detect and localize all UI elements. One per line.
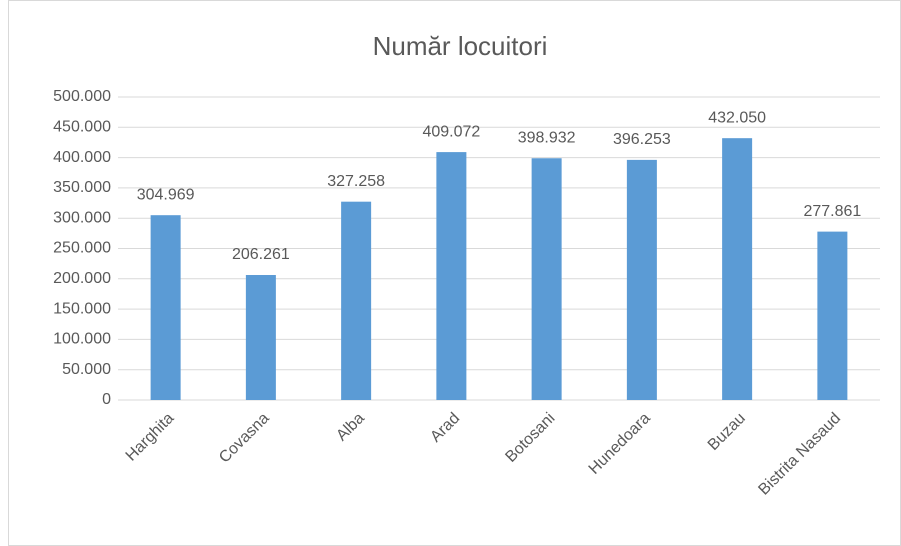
y-tick-label: 100.000 [53,331,111,348]
y-tick-label: 450.000 [53,119,111,136]
data-label: 398.932 [518,129,576,146]
bar [150,215,181,400]
y-tick-label: 300.000 [53,209,111,226]
bar [245,275,276,400]
bar [817,231,848,400]
bar [436,152,467,400]
y-tick-label: 250.000 [53,240,111,257]
data-label: 327.258 [327,173,385,190]
data-label: 432.050 [708,109,766,126]
data-label: 396.253 [613,131,671,148]
data-label: 277.861 [803,203,861,220]
bar [531,158,562,400]
bar [722,138,753,400]
y-tick-label: 500.000 [53,88,111,105]
y-tick-label: 350.000 [53,179,111,196]
y-tick-label: 150.000 [53,300,111,317]
bar [341,201,372,400]
data-label: 409.072 [422,123,480,140]
chart-title: Număr locuitori [373,31,548,61]
bar [626,159,657,400]
data-label: 304.969 [137,186,195,203]
data-label: 206.261 [232,246,290,263]
y-tick-label: 0 [102,391,111,408]
y-tick-label: 200.000 [53,270,111,287]
y-tick-label: 400.000 [53,149,111,166]
y-tick-label: 50.000 [62,361,111,378]
